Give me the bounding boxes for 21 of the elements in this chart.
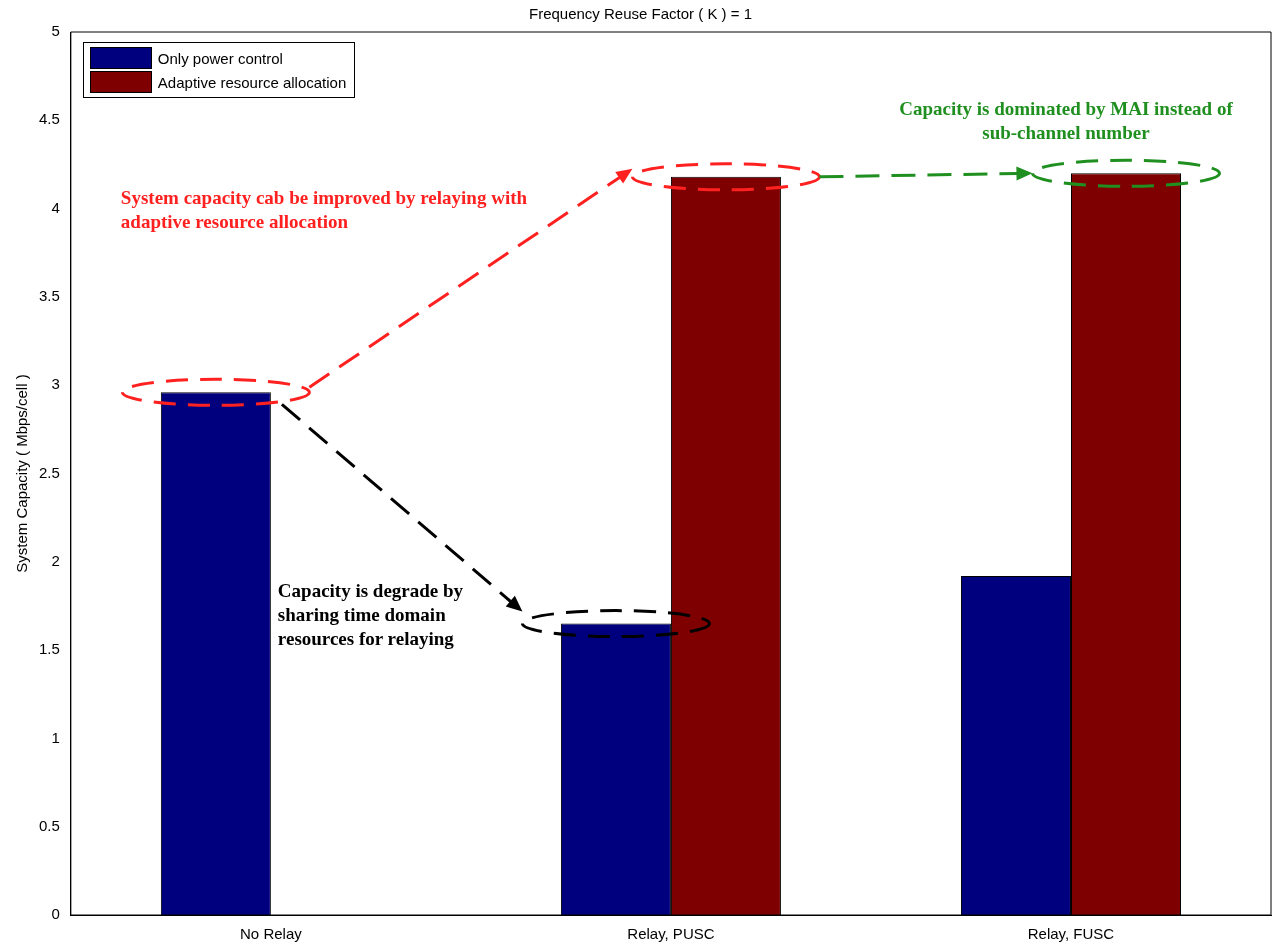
chart-title: Frequency Reuse Factor ( K ) = 1 xyxy=(528,5,753,23)
x-tick-label: Relay, FUSC xyxy=(1027,925,1115,943)
annotation: Capacity is dominated by MAI instead of sub-channel number xyxy=(898,97,1234,146)
x-tick-label: No Relay xyxy=(240,925,303,943)
y-tick-label: 2 xyxy=(51,551,60,569)
legend-label: Adaptive resource allocation xyxy=(157,73,347,91)
annotation: System capacity cab be improved by relaying with adaptive resource allocation xyxy=(120,185,529,234)
y-axis-title: System Capacity ( Mbps/cell ) xyxy=(13,374,31,573)
y-tick-label: 3.5 xyxy=(38,287,60,305)
annotation: Capacity is degrade by sharing time domain resources for relaying xyxy=(277,579,465,652)
y-tick-label: 3 xyxy=(51,375,60,393)
y-tick-label: 0 xyxy=(51,905,60,923)
y-tick-label: 1 xyxy=(51,728,60,746)
y-tick-label: 4.5 xyxy=(38,110,60,128)
y-tick-label: 5 xyxy=(51,22,60,40)
y-tick-label: 4 xyxy=(51,198,60,216)
y-tick-label: 2.5 xyxy=(38,463,60,481)
legend-label: Only power control xyxy=(157,49,283,67)
y-tick-label: 0.5 xyxy=(38,816,60,834)
x-tick-label: Relay, PUSC xyxy=(627,925,715,943)
y-tick-label: 1.5 xyxy=(38,640,60,658)
